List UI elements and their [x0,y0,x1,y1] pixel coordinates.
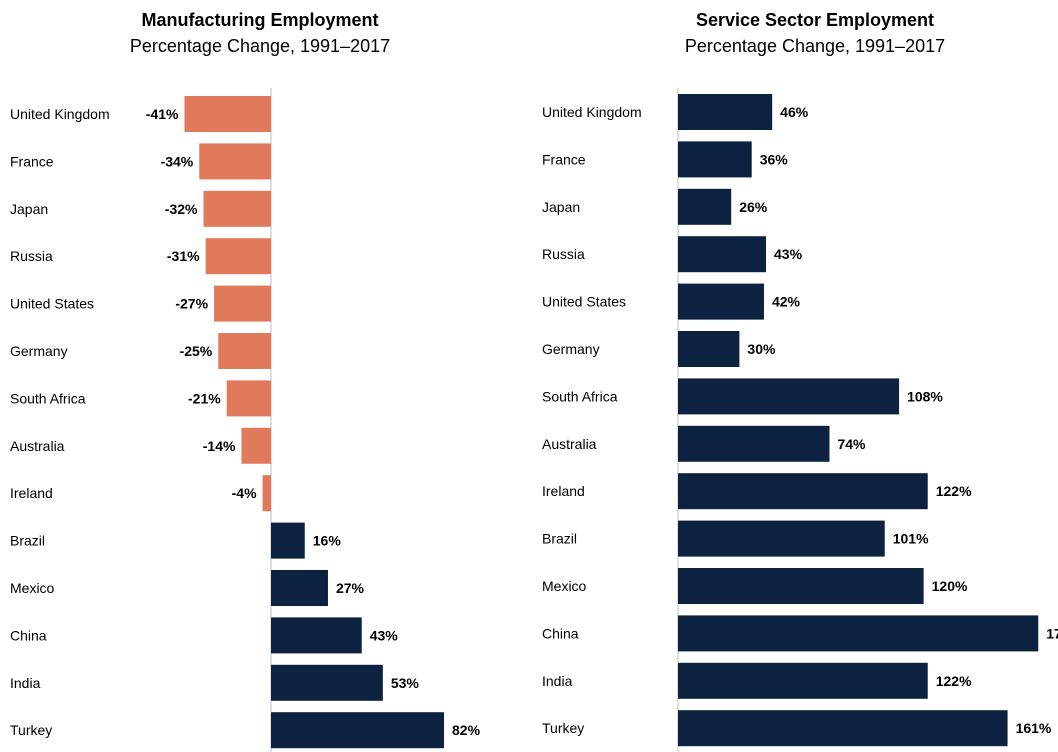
bar [271,712,445,749]
data-label: 176% [1046,625,1058,641]
bar [678,188,732,225]
manufacturing-panel: Manufacturing Employment Percentage Chan… [0,0,520,752]
category-label: Mexico [10,580,55,596]
bar [203,190,271,227]
bar [271,617,362,654]
data-label: 43% [774,246,803,262]
category-label: Japan [542,199,580,215]
bar [678,520,885,557]
data-label: -25% [180,343,213,359]
data-label: -21% [188,390,221,406]
bar [678,378,900,415]
category-label: South Africa [10,390,86,406]
category-label: Germany [10,343,68,359]
bar [226,380,271,417]
data-label: 36% [760,151,789,167]
data-label: -14% [203,438,236,454]
bar [218,333,271,369]
data-label: -31% [167,248,200,264]
bar [678,283,764,320]
data-label: 42% [772,294,801,310]
category-label: South Africa [542,388,618,404]
manufacturing-title: Manufacturing Employment [141,10,379,30]
data-label: 26% [739,199,768,215]
data-label: 74% [837,436,866,452]
service-title: Service Sector Employment [695,10,935,30]
category-label: France [542,151,586,167]
category-label: United States [10,296,94,312]
category-label: Russia [10,248,53,264]
category-label: United Kingdom [542,104,642,120]
bar [678,141,752,178]
category-label: Russia [542,246,585,262]
bar [199,143,271,180]
bar [678,615,1039,652]
category-label: United States [542,294,626,310]
bar [678,568,924,604]
service-panel: Service Sector Employment Percentage Cha… [520,0,1058,752]
category-label: Japan [10,201,48,217]
bar [271,570,328,606]
data-label: 161% [1016,720,1052,736]
bar [262,475,271,512]
data-label: 122% [936,673,972,689]
service-chart: United Kingdom 46% France 36% Japan 26% Russia… [542,88,1058,752]
data-label: -4% [232,485,257,501]
bar [678,662,928,699]
data-label: 46% [780,104,809,120]
category-label: Australia [542,436,597,452]
bar [678,94,773,130]
data-label: 101% [893,531,929,547]
category-label: Brazil [542,531,577,547]
data-label: 30% [747,341,776,357]
bar [271,664,383,701]
bar [205,238,271,275]
category-label: Mexico [542,578,587,594]
data-label: -34% [161,153,194,169]
data-label: -32% [165,201,198,217]
data-label: 27% [336,580,365,596]
category-label: Ireland [10,485,53,501]
bar [241,427,271,464]
category-label: India [10,675,41,691]
bar [214,285,271,322]
manufacturing-chart: United Kingdom -41% France -34% Japan -32% Rus… [10,88,481,752]
bar [184,96,271,132]
bar [678,425,830,462]
bar [271,522,305,559]
bar [678,710,1008,747]
bar [678,331,740,367]
category-label: Turkey [542,720,584,736]
category-label: China [542,625,579,641]
category-label: India [542,673,573,689]
bar [678,473,928,510]
data-label: 16% [313,533,342,549]
manufacturing-subtitle: Percentage Change, 1991–2017 [129,36,391,56]
category-label: Ireland [542,483,585,499]
data-label: 122% [936,483,972,499]
service-subtitle: Percentage Change, 1991–2017 [684,36,946,56]
data-label: 108% [907,388,943,404]
category-label: Brazil [10,533,45,549]
category-label: Germany [542,341,600,357]
category-label: France [10,153,54,169]
bar [678,236,767,273]
data-label: -27% [175,296,208,312]
category-label: Turkey [10,722,52,738]
category-label: China [10,627,47,643]
data-label: 43% [370,627,399,643]
category-label: Australia [10,438,65,454]
data-label: 120% [932,578,968,594]
data-label: 53% [391,675,420,691]
data-label: 82% [452,722,481,738]
data-label: -41% [146,106,179,122]
category-label: United Kingdom [10,106,110,122]
